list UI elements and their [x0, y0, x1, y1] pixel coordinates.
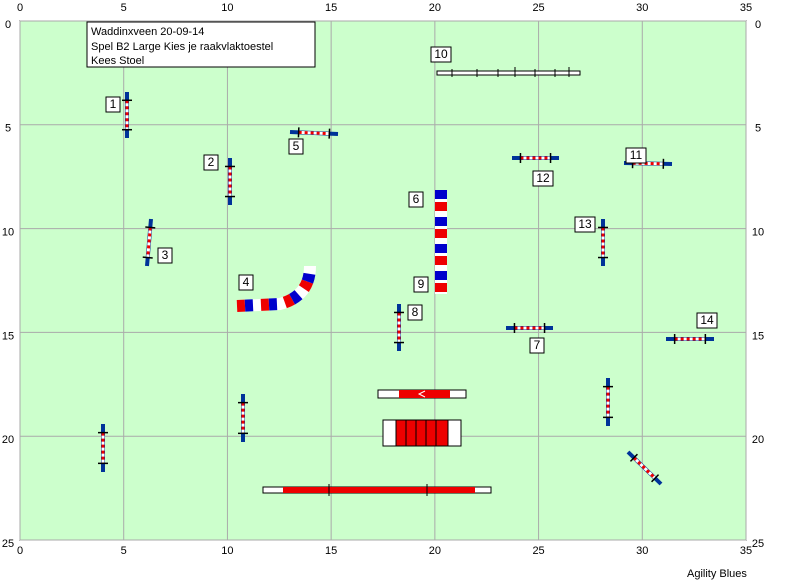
footer: Agility Blues [687, 568, 747, 580]
y-tick-label: 15 [752, 330, 764, 342]
x-tick-label: 0 [17, 545, 23, 557]
wall [382, 419, 462, 447]
label-box [408, 191, 424, 208]
jump [506, 323, 553, 333]
label-box [696, 312, 718, 329]
jump-pole [651, 474, 660, 483]
jump-pole [629, 453, 638, 462]
y-tick-label: 20 [2, 434, 14, 446]
y-tick-label: 10 [2, 227, 14, 239]
obstacle-label: 13 [578, 217, 592, 231]
jump [122, 92, 132, 138]
obstacle-label: 11 [630, 148, 643, 162]
jump [142, 218, 156, 267]
obstacle-label: 5 [293, 139, 300, 153]
seesaw [436, 67, 581, 77]
jump-pole [142, 256, 153, 259]
jump-bar [632, 456, 657, 480]
obstacle-label: 8 [412, 305, 419, 319]
label-box [105, 96, 121, 113]
x-tick-label: 10 [221, 2, 233, 14]
x-tick-label: 35 [740, 2, 752, 14]
label-box [574, 216, 596, 233]
jump [289, 127, 339, 139]
x-tick-label: 20 [429, 2, 441, 14]
label-box [625, 147, 647, 164]
header-box [86, 21, 316, 68]
x-tick-label: 35 [740, 545, 752, 557]
jump [238, 394, 248, 442]
chute [377, 389, 467, 399]
dogwalk [262, 484, 492, 496]
jump [626, 450, 663, 486]
y-tick-label: 25 [752, 538, 764, 550]
label-box [288, 138, 304, 155]
jump [225, 158, 235, 205]
label-box [413, 276, 429, 293]
obstacle-label: 6 [413, 192, 420, 206]
x-tick-label: 20 [429, 545, 441, 557]
y-tick-label: 0 [5, 19, 11, 31]
y-tick-label: 10 [752, 227, 764, 239]
jump-pole [145, 226, 156, 229]
obstacle-label: 7 [534, 338, 541, 352]
label-box [529, 337, 545, 354]
x-tick-label: 15 [325, 2, 337, 14]
header-line: Kees Stoel [91, 55, 144, 67]
x-tick-label: 25 [532, 545, 544, 557]
x-tick-label: 5 [121, 2, 127, 14]
field [19, 20, 747, 541]
y-tick-label: 0 [755, 19, 761, 31]
obstacle-label: 3 [162, 248, 169, 262]
jump [512, 153, 559, 163]
y-tick-label: 5 [755, 123, 761, 135]
jump [98, 424, 108, 472]
jump [598, 219, 608, 266]
header-line: Waddinxveen 20-09-14 [91, 26, 204, 38]
label-box [203, 154, 219, 171]
x-tick-label: 15 [325, 545, 337, 557]
jump-bar [298, 130, 330, 136]
jump-bar [146, 227, 152, 258]
x-tick-label: 30 [636, 2, 648, 14]
y-tick-label: 25 [2, 538, 14, 550]
header-line: Spel B2 Large Kies je raakvlaktoestel [91, 41, 273, 53]
x-tick-label: 25 [532, 2, 544, 14]
y-tick-label: 15 [2, 330, 14, 342]
label-box [238, 274, 254, 291]
jump-bar [632, 161, 664, 166]
label-box [430, 46, 452, 63]
y-tick-label: 5 [5, 123, 11, 135]
jump [666, 334, 714, 344]
x-tick-label: 30 [636, 545, 648, 557]
obstacle-label: 10 [434, 47, 448, 61]
obstacle-label: 1 [110, 97, 117, 111]
x-tick-label: 10 [221, 545, 233, 557]
obstacle-label: 9 [418, 277, 425, 291]
y-tick-label: 20 [752, 434, 764, 446]
label-box [157, 247, 173, 264]
obstacle-label: 12 [536, 171, 550, 185]
jump [603, 378, 613, 426]
obstacles [98, 92, 714, 486]
jump [394, 304, 404, 351]
label-box [407, 304, 423, 321]
obstacle-label: 4 [243, 275, 250, 289]
obstacle-label: 2 [208, 155, 215, 169]
x-tick-label: 5 [121, 545, 127, 557]
obstacle-label: 14 [700, 313, 714, 327]
label-box [532, 170, 554, 187]
x-tick-label: 0 [17, 2, 23, 14]
curved-tunnel [236, 265, 316, 312]
